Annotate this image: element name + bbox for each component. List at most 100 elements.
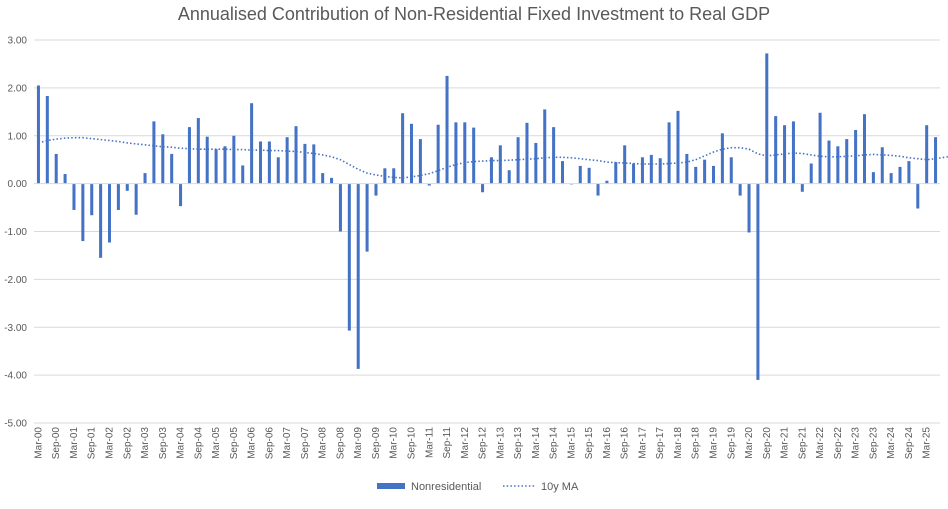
x-tick-label: Mar-06 <box>247 427 258 459</box>
y-tick-label: -2.00 <box>4 275 27 286</box>
x-tick-label: Mar-10 <box>389 427 400 459</box>
x-tick-label: Sep-09 <box>371 427 382 460</box>
x-tick-label: Mar-19 <box>709 427 720 459</box>
x-tick-label: Mar-02 <box>105 427 116 459</box>
x-tick-label: Mar-22 <box>815 427 826 459</box>
chart-title: Annualised Contribution of Non-Residenti… <box>177 4 771 24</box>
bar <box>596 183 600 196</box>
y-tick-label: -1.00 <box>4 227 27 238</box>
x-tick-label: Mar-04 <box>176 427 187 459</box>
x-tick-label: Sep-08 <box>335 427 346 460</box>
x-tick-label: Mar-23 <box>851 427 862 459</box>
bar <box>125 183 129 191</box>
bar <box>152 121 156 184</box>
bar <box>649 154 653 184</box>
bar <box>205 136 209 184</box>
bar <box>258 141 263 184</box>
bar <box>667 122 671 184</box>
bar <box>294 126 298 184</box>
bar <box>818 112 822 184</box>
legend-swatch-nonresidential <box>377 483 405 489</box>
y-tick-label: 0.00 <box>8 179 28 190</box>
x-tick-label: Sep-13 <box>513 427 524 460</box>
bar <box>170 153 174 184</box>
x-tick-label: Mar-21 <box>780 427 791 459</box>
y-tick-label: 3.00 <box>8 36 28 47</box>
x-tick-label: Mar-20 <box>744 427 755 459</box>
bar <box>765 53 769 184</box>
bar <box>898 166 902 184</box>
bar <box>338 183 342 232</box>
bar <box>134 183 138 215</box>
x-tick-label: Mar-07 <box>282 427 293 459</box>
y-axis-ticks: 3.00 2.00 1.00 0.00 -1.00 -2.00 -3.00 -4.00 -5.0… <box>4 36 27 430</box>
y-tick-label: -3.00 <box>4 323 27 334</box>
bar <box>880 147 884 184</box>
bar <box>54 153 58 184</box>
bar <box>472 127 476 184</box>
x-tick-label: Sep-16 <box>620 427 631 460</box>
bar <box>454 122 458 184</box>
x-tick-label: Sep-10 <box>407 427 418 460</box>
bar <box>925 125 929 184</box>
bar <box>36 85 40 184</box>
bar <box>436 124 440 184</box>
bar <box>507 170 511 184</box>
bar <box>116 183 120 210</box>
bar <box>916 183 920 209</box>
bar <box>463 122 467 184</box>
x-tick-label: Sep-06 <box>264 427 275 460</box>
bar <box>871 172 875 184</box>
y-tick-label: -5.00 <box>4 419 27 430</box>
x-tick-label: Sep-23 <box>868 427 879 460</box>
bar <box>614 162 618 184</box>
bar <box>756 183 760 380</box>
y-tick-label: -4.00 <box>4 371 27 382</box>
bar <box>179 183 183 207</box>
bar <box>223 146 227 184</box>
bar <box>45 96 49 184</box>
x-tick-label: Sep-02 <box>122 427 133 460</box>
bar <box>809 163 813 184</box>
bar <box>312 144 316 184</box>
bar <box>827 140 831 184</box>
x-tick-label: Mar-13 <box>495 427 506 459</box>
bar <box>401 113 405 184</box>
x-tick-label: Mar-14 <box>531 427 542 459</box>
bar <box>694 166 698 184</box>
bar <box>676 110 680 184</box>
x-tick-label: Mar-09 <box>353 427 364 459</box>
bar <box>241 165 245 184</box>
x-tick-label: Mar-00 <box>33 427 44 459</box>
bar <box>99 183 103 258</box>
x-tick-label: Sep-00 <box>51 427 62 460</box>
x-tick-label: Sep-11 <box>442 427 453 459</box>
bar <box>303 143 307 184</box>
legend: Nonresidential 10y MA <box>377 481 579 493</box>
y-tick-label: 2.00 <box>8 83 28 94</box>
bar <box>285 137 289 184</box>
x-axis-ticks: Mar-00 Sep-00 Mar-01 Sep-01 Mar-02 Sep-02 Mar-… <box>33 427 932 460</box>
bar <box>685 153 689 184</box>
bar <box>907 161 911 184</box>
x-tick-label: Sep-24 <box>904 427 915 460</box>
bar <box>632 163 636 184</box>
x-tick-label: Mar-24 <box>886 427 897 459</box>
bar <box>196 118 200 184</box>
bar <box>81 183 85 242</box>
bar <box>392 168 396 184</box>
bar <box>534 142 538 184</box>
bar <box>276 157 280 184</box>
y-tick-label: 1.00 <box>8 131 28 142</box>
x-tick-label: Sep-03 <box>158 427 169 460</box>
bar <box>321 173 325 184</box>
x-tick-label: Sep-22 <box>833 427 844 460</box>
x-tick-label: Sep-12 <box>478 427 489 460</box>
x-tick-label: Mar-12 <box>460 427 471 459</box>
bar <box>250 103 254 184</box>
x-tick-label: Sep-18 <box>691 427 702 460</box>
bar <box>800 183 804 192</box>
bar <box>836 146 840 184</box>
bar <box>232 135 236 184</box>
